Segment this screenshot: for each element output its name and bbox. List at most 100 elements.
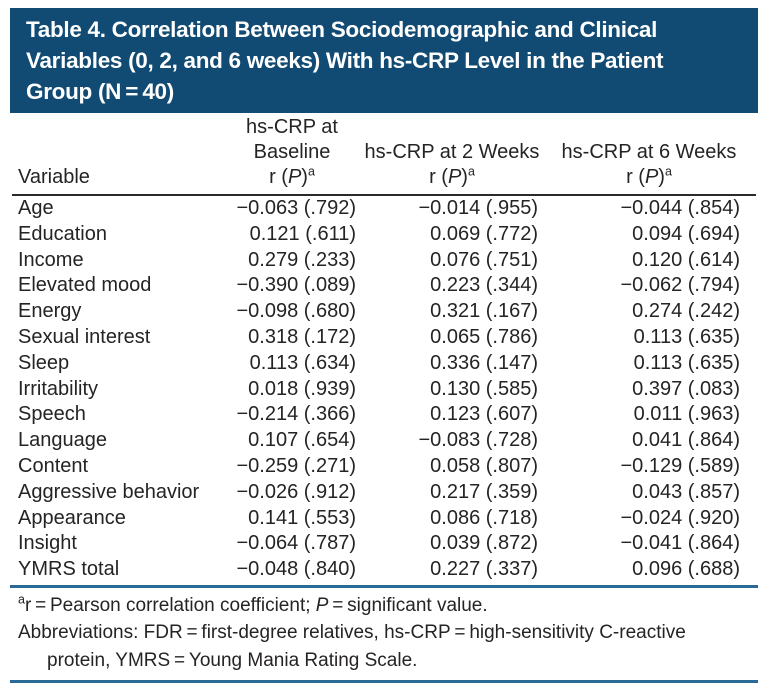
table-row: Elevated mood −0.390 (.089) 0.223 (.344) −0… <box>12 273 756 299</box>
footnotes: ar = Pearson correlation coefficient; P … <box>18 592 754 675</box>
table-bottom-rule <box>10 584 758 588</box>
value-cell: 0.043 (.857) <box>632 480 740 503</box>
value-cell: 0.130 (.585) <box>430 377 538 400</box>
variable-cell: Irritability <box>18 377 99 400</box>
value-cell: 0.011 (.963) <box>633 403 740 426</box>
value-cell: 0.336 (.147) <box>430 351 538 374</box>
value-cell: 0.121 (.611) <box>249 222 356 245</box>
table-title-line: Table 4. Correlation Between Sociodemogr… <box>26 17 658 42</box>
variable-cell: YMRS total <box>18 558 120 581</box>
table-row: Age −0.063 (.792) −0.014 (.955) −0.044 (.85… <box>12 195 756 222</box>
value-cell: 0.069 (.772) <box>430 222 538 245</box>
column-header-line: Baseline <box>253 141 331 163</box>
table-title-line: Group (N = 40) <box>26 79 174 104</box>
value-cell: −0.390 (.089) <box>236 274 356 297</box>
footnote-definitions: ar = Pearson correlation coefficient; P … <box>18 592 488 616</box>
value-cell: 0.141 (.553) <box>248 506 356 529</box>
variable-cell: Insight <box>18 532 77 555</box>
table-row: YMRS total −0.048 (.840) 0.227 (.337) 0.096… <box>12 557 756 583</box>
variable-cell: Income <box>18 248 84 271</box>
variable-cell: Sexual interest <box>18 325 151 348</box>
table-row: Sleep 0.113 (.634) 0.336 (.147) 0.113 (.635… <box>12 351 756 377</box>
variable-cell: Elevated mood <box>18 274 152 297</box>
variable-cell: Energy <box>18 300 82 323</box>
value-cell: 0.096 (.688) <box>632 558 740 581</box>
variable-cell: Age <box>18 197 54 219</box>
value-cell: 0.397 (.083) <box>632 377 740 400</box>
value-cell: 0.217 (.359) <box>430 480 538 503</box>
value-cell: −0.083 (.728) <box>418 429 538 452</box>
correlation-table: Variable hs-CRP at Baseline r (P)a hs-CR… <box>12 115 756 583</box>
footnote-marker: a <box>18 592 25 607</box>
variable-cell: Speech <box>18 403 86 426</box>
value-cell: −0.129 (.589) <box>620 454 740 477</box>
stat-label: r (P)a <box>429 164 475 188</box>
value-cell: −0.064 (.787) <box>236 532 356 555</box>
footnote-marker: a <box>664 164 672 179</box>
value-cell: 0.120 (.614) <box>632 248 740 271</box>
value-cell: 0.274 (.242) <box>632 300 740 323</box>
value-cell: 0.113 (.635) <box>633 351 740 374</box>
value-cell: 0.321 (.167) <box>430 300 538 323</box>
value-cell: 0.113 (.634) <box>249 351 356 374</box>
variable-cell: Appearance <box>18 506 126 529</box>
value-cell: 0.041 (.864) <box>632 429 740 452</box>
table-title-line: Variables (0, 2, and 6 weeks) With hs-CR… <box>26 48 664 73</box>
column-header-week6: hs-CRP at 6 Weeks r (P)a <box>542 115 756 196</box>
footnote-abbreviations: Abbreviations: FDR = first-degree relati… <box>18 622 686 671</box>
value-cell: −0.062 (.794) <box>620 274 740 297</box>
column-header-line: hs-CRP at <box>246 116 338 138</box>
value-cell: 0.018 (.939) <box>248 377 356 400</box>
value-cell: 0.065 (.786) <box>430 325 538 348</box>
value-cell: 0.094 (.694) <box>632 222 740 245</box>
stat-label: r (P)a <box>626 164 672 188</box>
value-cell: 0.086 (.718) <box>430 506 538 529</box>
table-row: Content −0.259 (.271) 0.058 (.807) −0.129 (… <box>12 454 756 480</box>
table-row: Income 0.279 (.233) 0.076 (.751) 0.120 (.61… <box>12 248 756 274</box>
value-cell: 0.039 (.872) <box>430 532 538 555</box>
value-cell: 0.227 (.337) <box>430 558 538 581</box>
table-row: Appearance 0.141 (.553) 0.086 (.718) −0.024… <box>12 506 756 532</box>
value-cell: 0.107 (.654) <box>248 429 356 452</box>
table-row: Energy −0.098 (.680) 0.321 (.167) 0.274 (.2… <box>12 299 756 325</box>
column-header-week2: hs-CRP at 2 Weeks r (P)a <box>362 115 542 196</box>
column-header-line: hs-CRP at 6 Weeks <box>561 141 737 163</box>
table-row: Education 0.121 (.611) 0.069 (.772) 0.094 (… <box>12 222 756 248</box>
figure-bottom-rule <box>10 680 758 684</box>
footnote-marker: a <box>467 164 475 179</box>
value-cell: −0.048 (.840) <box>236 558 356 581</box>
variable-cell: Aggressive behavior <box>18 480 200 503</box>
value-cell: 0.076 (.751) <box>430 248 538 271</box>
value-cell: 0.318 (.172) <box>248 325 356 348</box>
table-row: Insight −0.064 (.787) 0.039 (.872) −0.041 (… <box>12 531 756 557</box>
value-cell: −0.098 (.680) <box>236 300 356 323</box>
variable-cell: Education <box>18 222 107 245</box>
value-cell: −0.024 (.920) <box>620 506 740 529</box>
value-cell: 0.279 (.233) <box>248 248 356 271</box>
value-cell: 0.123 (.607) <box>430 403 538 426</box>
variable-cell: Sleep <box>18 351 70 374</box>
table-row: Aggressive behavior −0.026 (.912) 0.217 (.… <box>12 480 756 506</box>
column-header-line: hs-CRP at 2 Weeks <box>364 141 540 163</box>
stat-label: r (P)a <box>269 164 315 188</box>
value-cell: −0.026 (.912) <box>236 480 356 503</box>
table-body: Age −0.063 (.792) −0.014 (.955) −0.044 (.85… <box>12 195 756 583</box>
table-row: Irritability 0.018 (.939) 0.130 (.585) 0.39… <box>12 377 756 403</box>
table-row: Sexual interest 0.318 (.172) 0.065 (.786) 0… <box>12 325 756 351</box>
variable-cell: Content <box>18 454 89 477</box>
value-cell: −0.259 (.271) <box>236 454 356 477</box>
table-header: Variable hs-CRP at Baseline r (P)a hs-CR… <box>12 115 756 196</box>
value-cell: −0.063 (.792) <box>236 197 356 219</box>
variable-cell: Language <box>18 429 107 452</box>
value-cell: −0.044 (.854) <box>620 197 740 219</box>
value-cell: 0.223 (.344) <box>430 274 538 297</box>
table-row: Language 0.107 (.654) −0.083 (.728) 0.041 (… <box>12 428 756 454</box>
column-header-baseline: hs-CRP at Baseline r (P)a <box>222 115 362 196</box>
footnote-marker: a <box>307 164 315 179</box>
value-cell: 0.113 (.635) <box>633 325 740 348</box>
column-header-variable: Variable <box>12 115 222 196</box>
table-title-banner: Table 4. Correlation Between Sociodemogr… <box>10 8 758 113</box>
value-cell: −0.014 (.955) <box>418 197 538 219</box>
value-cell: 0.058 (.807) <box>430 454 538 477</box>
